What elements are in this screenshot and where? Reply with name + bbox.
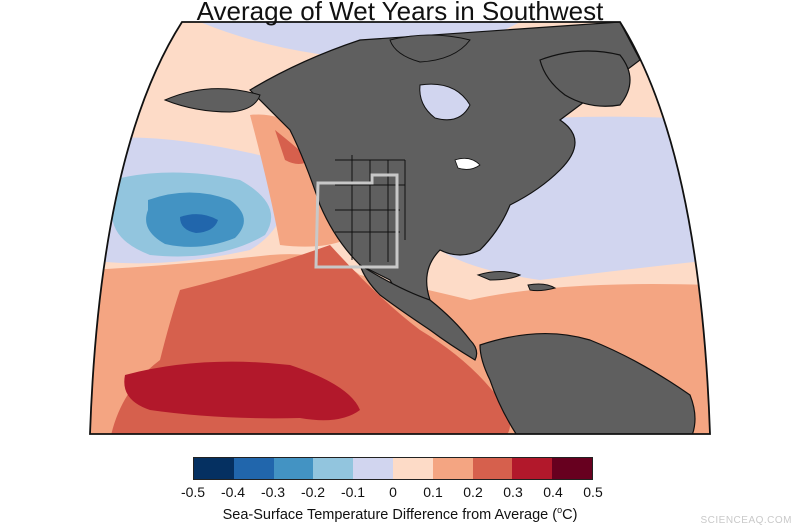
coastal-warm-band [250,114,345,247]
sst-anomaly-map [89,21,711,435]
colorbar-tick-label: 0.2 [463,484,483,500]
colorbar-tick-label: 0.5 [583,484,603,500]
great-lakes [454,157,481,170]
colorbar-tick-label: -0.3 [260,484,286,500]
alaska [163,88,261,113]
colorbar-label-prefix: Sea-Surface Temperature Difference from … [222,506,558,523]
colorbar [193,457,593,480]
colorbar-swatch [233,458,274,479]
colorbar-tick-label: -0.5 [180,484,206,500]
greenland [539,50,631,107]
colorbar-tick-label: 0.1 [423,484,443,500]
colorbar-tick-label: -0.4 [220,484,246,500]
colorbar-swatch [472,458,513,479]
colorbar-swatch [273,458,314,479]
degree-symbol: o [557,505,563,515]
hispaniola [527,283,557,292]
colorbar-swatch [432,458,473,479]
colorbar-tick-label: 0.4 [543,484,563,500]
colorbar-swatch [512,458,553,479]
colorbar-label-suffix: C) [562,506,578,523]
pacific-cool-anomaly-core [180,214,218,233]
colorbar-tick-label: -0.2 [300,484,326,500]
cuba [476,271,522,281]
colorbar-swatch [392,458,433,479]
south-america [479,332,696,434]
colorbar-tick-labels: -0.5 -0.4 -0.3 -0.2 -0.1 0 0.1 0.2 0.3 0.4 0.5 [173,484,613,502]
colorbar-swatch [194,458,234,479]
arctic-islands [389,34,471,63]
map-title: Average of Wet Years in Southwest [196,0,604,26]
map-frame [89,21,711,435]
colorbar-tick-label: 0 [389,484,397,500]
tropical-pacific-warm-core [124,361,361,421]
central-america [358,263,478,361]
colorbar-swatch [313,458,354,479]
colorbar-swatch [552,458,592,479]
watermark: SCIENCEAQ.COM [700,515,792,526]
colorbar-tick-label: -0.1 [340,484,366,500]
hudson-bay [419,83,471,121]
southwest-study-region-outline [314,173,399,269]
colorbar-swatch [353,458,393,479]
colorbar-label: Sea-Surface Temperature Difference from … [0,505,800,523]
state-borders [335,155,406,262]
colorbar-tick-label: 0.3 [503,484,523,500]
